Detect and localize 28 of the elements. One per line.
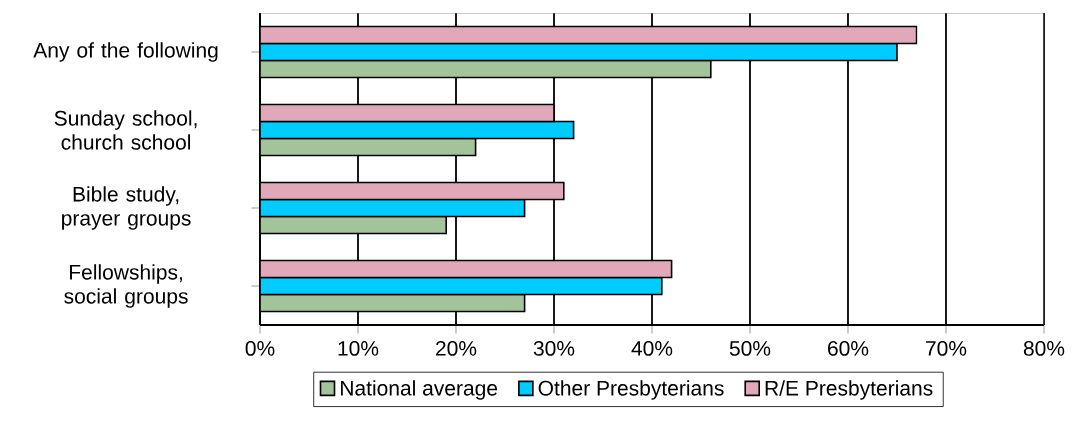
x-tick-label: 50% [729,340,771,356]
y-tick-label: Fellowships, social groups [64,264,188,308]
x-tick-label: 0% [245,340,275,356]
x-tick-label: 60% [828,340,869,356]
bar [260,276,663,296]
x-tick-label: 30% [533,340,575,356]
x-tick-label: 70% [926,340,967,356]
x-tick-label: 40% [631,340,673,356]
legend-label: R/E Presbyterians [765,380,933,400]
bar [260,120,575,140]
x-tick-label: 80% [1023,340,1065,356]
bar [260,137,477,157]
bar [260,59,712,79]
x-tick-label: 20% [436,340,477,356]
y-tick-label: Bible study, prayer groups [62,186,191,230]
bar [260,215,447,235]
bar [260,103,555,123]
y-tick-label: Any of the following [33,42,218,62]
bar [260,198,526,218]
y-tick-label: Sunday school, church school [54,110,197,150]
bar [260,181,565,201]
bar [260,293,526,313]
bar [260,25,918,45]
bar [260,259,673,279]
bar [260,42,898,62]
legend-label: National average [341,380,498,400]
legend-label: Other Presbyterians [538,380,724,400]
x-tick-label: 10% [338,340,379,356]
